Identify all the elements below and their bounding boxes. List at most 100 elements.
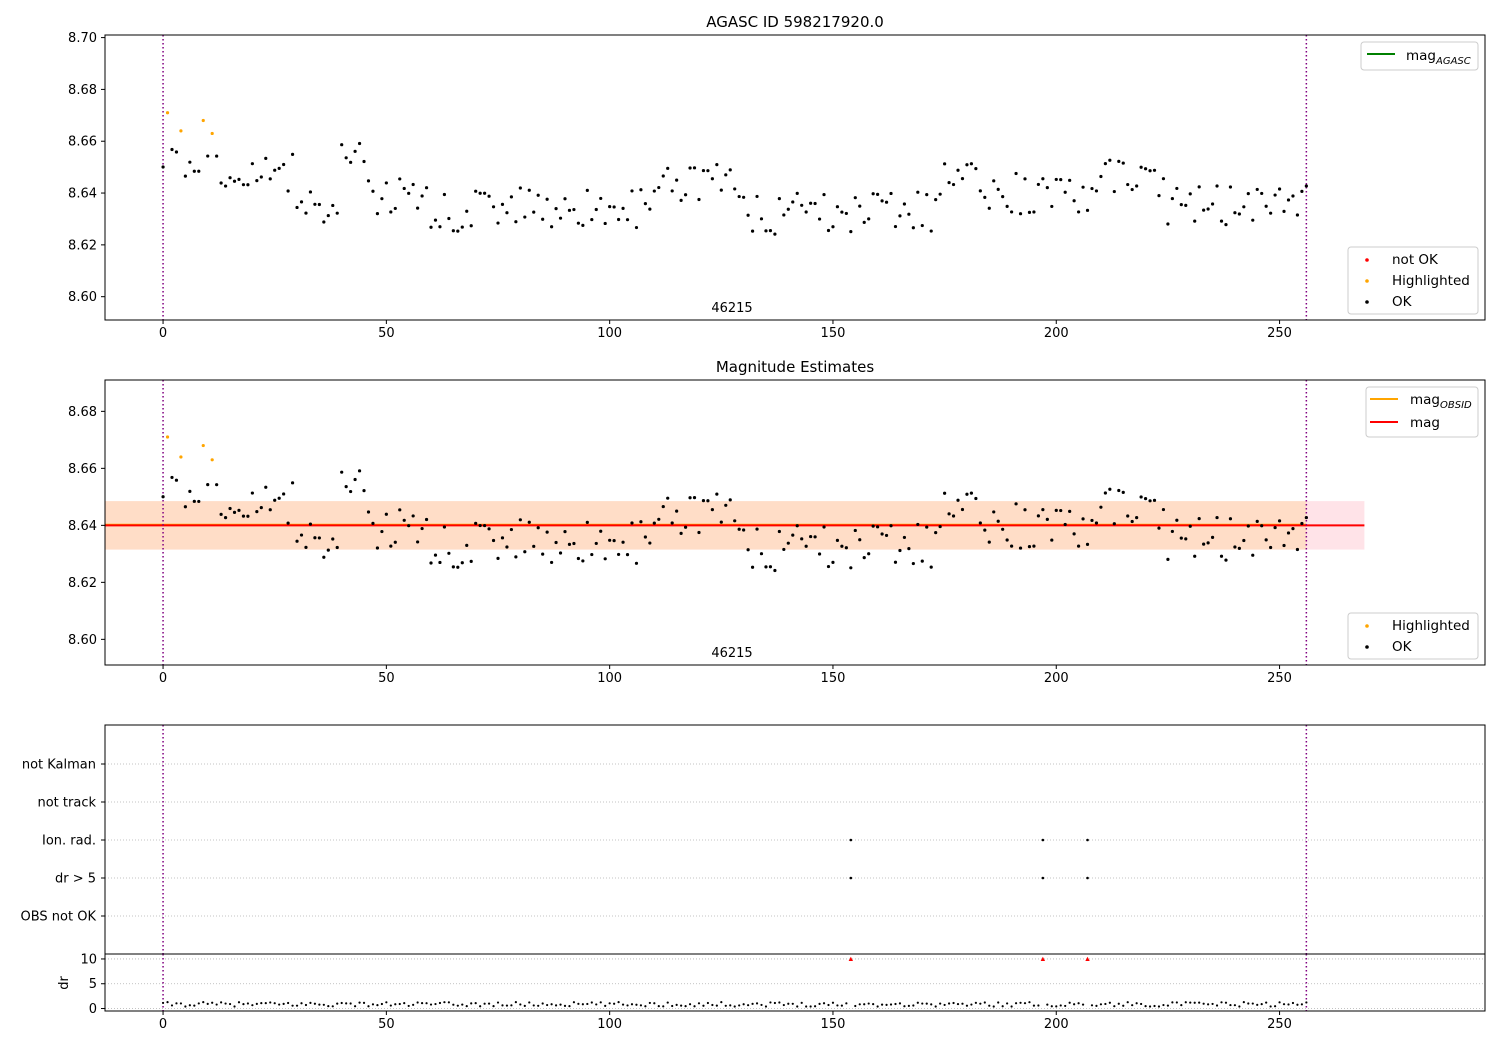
highlighted-legend-marker	[1365, 279, 1369, 283]
panel-2-obsid-label: 46215	[711, 646, 752, 661]
panel-2-legend-markers[interactable]: Highlighted OK	[1347, 612, 1479, 660]
dr-point	[1068, 1001, 1071, 1004]
highlighted-legend-marker	[1365, 624, 1369, 628]
dr-point	[1081, 1003, 1085, 1006]
legend-not-ok: not OK	[1392, 252, 1439, 268]
dr-point	[805, 1005, 808, 1008]
dr-point	[1055, 1005, 1058, 1008]
dr-point	[251, 1004, 254, 1007]
data-point	[456, 229, 460, 233]
dr-point	[626, 1004, 629, 1007]
data-point	[880, 199, 884, 203]
dr-point	[255, 1002, 258, 1005]
dr-point	[742, 1003, 745, 1006]
dr-point	[796, 1005, 799, 1008]
dr-point	[1073, 1003, 1076, 1006]
x-tick-label: 50	[378, 1017, 395, 1032]
data-point	[429, 561, 433, 565]
data-point	[563, 197, 567, 201]
dr-point	[956, 1002, 960, 1006]
panel-1-frame	[104, 34, 1486, 321]
data-point	[188, 489, 192, 494]
data-point	[469, 224, 473, 228]
panel-1-legend-lines[interactable]: magAGASC	[1360, 41, 1479, 71]
data-point	[911, 561, 915, 566]
data-point	[335, 545, 339, 550]
data-point	[353, 149, 357, 153]
data-point	[496, 556, 500, 560]
data-point	[1282, 209, 1286, 213]
dr-point	[1175, 1001, 1178, 1004]
data-point	[715, 163, 719, 167]
data-point	[532, 544, 536, 548]
data-point	[447, 216, 451, 221]
dr-point	[407, 1004, 410, 1008]
data-point	[898, 214, 902, 218]
dr-point	[278, 1003, 281, 1006]
data-point	[1014, 502, 1018, 506]
data-point	[1027, 210, 1032, 214]
dr-point	[492, 1005, 495, 1008]
data-point	[853, 196, 857, 200]
data-point	[683, 193, 688, 197]
panel-2-legend-lines[interactable]: magOBSID mag	[1365, 386, 1479, 438]
data-point	[1135, 516, 1139, 520]
data-point	[800, 537, 804, 541]
data-point	[603, 557, 607, 561]
data-point	[1130, 519, 1134, 524]
data-point	[1233, 545, 1237, 549]
dr-point	[1099, 1003, 1103, 1006]
data-point	[206, 483, 210, 487]
data-point	[465, 543, 469, 547]
category-label: not Kalman	[22, 758, 96, 773]
panel-1-legend-markers[interactable]: not OK Highlighted OK	[1347, 246, 1479, 315]
dr-point	[398, 1002, 401, 1006]
dr-point	[630, 1003, 634, 1006]
data-point	[1269, 545, 1273, 550]
data-point	[858, 538, 862, 542]
data-point	[1197, 185, 1201, 189]
data-point	[822, 192, 826, 197]
data-point	[1143, 497, 1148, 501]
dr-point	[724, 1004, 727, 1007]
data-point	[550, 225, 554, 229]
data-point	[992, 510, 996, 514]
data-point	[724, 173, 728, 177]
data-point	[1014, 171, 1018, 176]
data-point	[1059, 178, 1063, 182]
data-point	[1068, 509, 1072, 513]
data-point	[862, 555, 866, 560]
data-point	[313, 536, 317, 540]
dr-point	[412, 1003, 415, 1006]
data-point	[424, 517, 429, 522]
data-point	[666, 166, 670, 170]
data-point	[1242, 205, 1246, 209]
dr-point	[224, 1002, 227, 1005]
data-point	[331, 537, 335, 541]
data-point	[1166, 222, 1170, 226]
dr-point	[331, 1005, 334, 1008]
data-point	[616, 552, 621, 557]
data-point	[835, 205, 840, 209]
data-point	[719, 520, 723, 524]
data-point	[773, 568, 777, 573]
data-point	[438, 225, 442, 229]
dr-point	[657, 1005, 660, 1008]
data-point	[1295, 547, 1300, 552]
data-point	[951, 182, 956, 187]
y-tick-label: 8.64	[68, 187, 97, 202]
dr-point	[1265, 1001, 1268, 1004]
data-point	[951, 514, 956, 518]
data-point	[1179, 203, 1183, 207]
data-point	[527, 520, 531, 524]
data-point	[581, 223, 585, 227]
dr-point	[242, 1003, 245, 1006]
data-point	[286, 189, 290, 193]
dr-point	[706, 1001, 710, 1005]
dr-point	[438, 1001, 442, 1005]
data-point	[974, 167, 978, 171]
dr-clipped-marker	[1085, 956, 1090, 961]
data-point	[960, 507, 965, 512]
data-point	[1103, 162, 1107, 166]
data-point	[290, 152, 295, 156]
